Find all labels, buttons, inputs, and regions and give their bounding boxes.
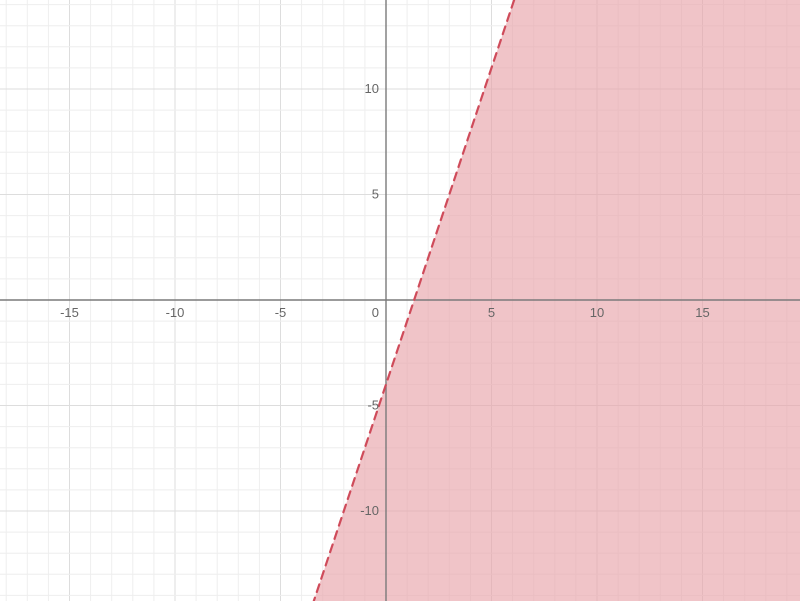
y-tick-label: 5 xyxy=(372,187,379,202)
x-tick-label: 5 xyxy=(488,305,495,320)
x-tick-label: -15 xyxy=(60,305,79,320)
origin-label: 0 xyxy=(372,305,379,320)
x-tick-label: 15 xyxy=(695,305,709,320)
inequality-graph: -15 -10 -5 5 10 15 -10 -5 5 10 0 xyxy=(0,0,800,601)
y-tick-label: 10 xyxy=(365,81,379,96)
y-tick-label: -5 xyxy=(367,398,379,413)
x-tick-label: -5 xyxy=(275,305,287,320)
y-tick-label: -10 xyxy=(360,503,379,518)
x-tick-label: -10 xyxy=(166,305,185,320)
x-tick-label: 10 xyxy=(590,305,604,320)
